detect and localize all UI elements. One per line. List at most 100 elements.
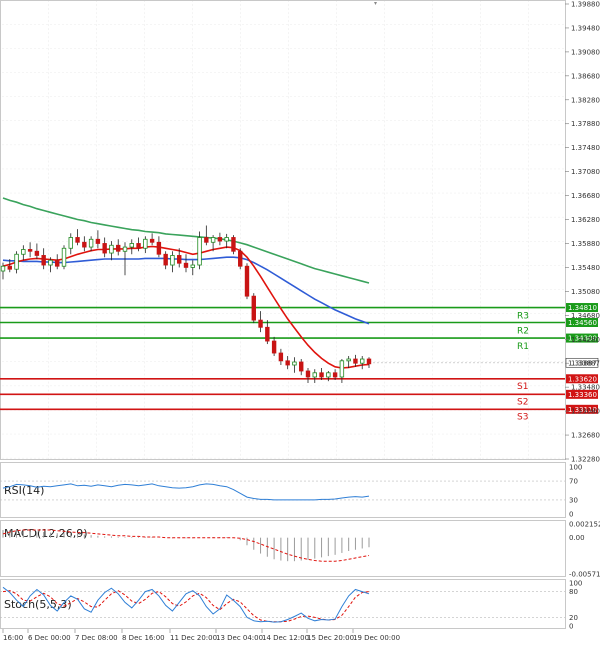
candle-body	[41, 255, 46, 266]
level-price-tag	[566, 303, 598, 313]
candle-body	[129, 243, 134, 248]
price-panel	[0, 0, 566, 460]
rsi-panel	[0, 462, 566, 518]
candle-body	[109, 244, 114, 254]
candle-body	[360, 358, 365, 364]
rsi-indicator: 100 70 30 0	[0, 464, 582, 519]
candle-body	[326, 372, 331, 378]
time-axis: 16:00 6 Dec 00:00 7 Dec 08:00 8 Dec 16:00 11…	[2, 629, 400, 642]
candle-body	[197, 237, 202, 266]
candle-body	[143, 238, 148, 249]
level-price-tag	[566, 333, 598, 343]
candle-body	[116, 244, 121, 252]
price-tick-label: 1.33080	[571, 408, 600, 416]
candle-body	[55, 259, 60, 267]
price-tick-label: 1.37480	[571, 144, 600, 152]
time-tick-label: 16:00	[3, 634, 23, 642]
price-tick-label: 1.35080	[571, 288, 600, 296]
candle-body	[353, 358, 358, 364]
price-tick-label: 1.36680	[571, 192, 600, 200]
price-tick-label: 1.32680	[571, 432, 600, 440]
stoch-tick-label: 80	[569, 588, 578, 596]
candle-body	[82, 241, 87, 248]
price-tick-label: 1.37080	[571, 168, 600, 176]
candle-body	[285, 360, 290, 366]
time-tick-label: 6 Dec 00:00	[28, 634, 71, 642]
stoch-tick-label: 20	[569, 614, 578, 622]
current-price-text: 1.33887	[568, 359, 597, 367]
candle-body	[305, 370, 311, 378]
candle-body	[210, 237, 216, 243]
stoch-label: Stoch(5,5,3)	[4, 598, 72, 611]
macd-indicator: 0.002152 0.00 -0.005718	[2, 521, 600, 579]
time-tick-label: 8 Dec 16:00	[122, 634, 165, 642]
level-price-tag	[566, 389, 598, 399]
candle-body	[149, 238, 155, 243]
level-label-s1: S1	[517, 382, 528, 392]
stoch-panel	[0, 579, 566, 629]
rsi-tick-label: 100	[569, 464, 582, 472]
candle-body	[244, 265, 250, 297]
current-price-tag	[565, 357, 599, 368]
level-label-r2: R2	[517, 327, 529, 337]
candle-body	[224, 237, 229, 242]
rsi-line	[2, 483, 370, 501]
level-price-tag	[566, 404, 598, 414]
ma-slow-line	[2, 197, 370, 284]
macd-tick-label: -0.005718	[569, 571, 600, 579]
candle-body	[292, 361, 297, 366]
price-tick-label: 1.35880	[571, 240, 600, 248]
candle-body	[34, 250, 40, 256]
candle-body	[238, 250, 243, 267]
chart-shift-marker-icon[interactable]	[374, 2, 377, 5]
price-tick-label: 1.39480	[571, 24, 600, 32]
candle-body	[299, 361, 304, 372]
candle-body	[332, 372, 338, 378]
candle-body	[122, 246, 128, 252]
candle-body	[339, 360, 345, 378]
time-tick-label: 14 Dec 12:00	[262, 634, 309, 642]
candle-body	[278, 352, 284, 362]
time-tick-label: 13 Dec 04:00	[216, 634, 263, 642]
candle-body	[271, 340, 277, 354]
candle-body	[0, 265, 6, 272]
candle-body	[183, 262, 189, 268]
price-tick-label: 1.39880	[571, 1, 600, 9]
price-tick-label: 1.36280	[571, 216, 600, 224]
level-label-s2: S2	[517, 397, 528, 407]
level-label-r1: R1	[517, 342, 529, 352]
level-price-tag-text: 1.34810	[568, 304, 597, 312]
level-label-r3: R3	[517, 312, 529, 322]
candle-body	[251, 295, 256, 321]
candle-body	[231, 237, 236, 252]
rsi-tick-label: 30	[569, 496, 578, 504]
rsi-tick-label: 70	[569, 478, 578, 486]
candle-body	[170, 255, 175, 266]
rsi-tick-label: 0	[569, 511, 573, 519]
candle-body	[75, 237, 80, 243]
candle-body	[61, 247, 67, 267]
stoch-tick-label: 100	[569, 580, 582, 588]
stoch-signal-line	[2, 590, 370, 623]
price-tick-label: 1.32280	[571, 456, 600, 464]
candle-body	[163, 253, 168, 266]
level-price-tag-text: 1.33620	[568, 375, 597, 383]
candle-body	[258, 319, 263, 328]
price-tick-label: 1.33887	[571, 360, 600, 368]
level-price-tag-text: 1.33110	[568, 406, 597, 414]
candle-body	[7, 265, 12, 270]
candle-body	[27, 249, 33, 252]
level-price-tag-text: 1.34560	[568, 319, 597, 327]
candle-body	[102, 243, 107, 254]
macd-signal-line	[2, 529, 370, 562]
candle-body	[95, 238, 101, 244]
price-tick-label: 1.37880	[571, 120, 600, 128]
level-label-s3: S3	[517, 412, 528, 422]
candle-body	[156, 241, 162, 255]
time-tick-label: 15 Dec 20:00	[307, 634, 354, 642]
candle-body	[319, 372, 324, 378]
candle-body	[190, 264, 195, 268]
price-tick-label: 1.38280	[571, 96, 600, 104]
level-price-tag-text: 1.34300	[568, 335, 597, 343]
